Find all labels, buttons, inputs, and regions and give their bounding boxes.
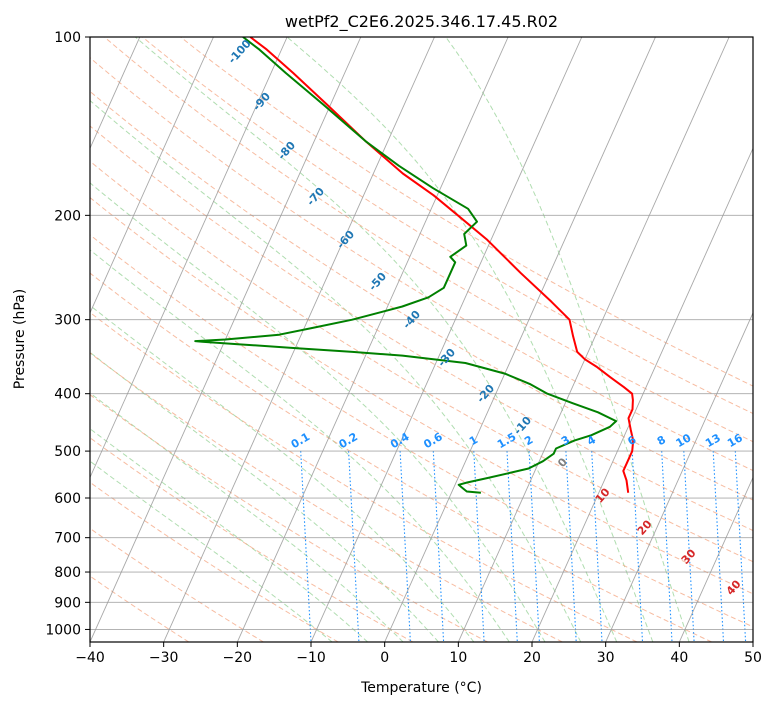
dry-adiabat bbox=[90, 90, 753, 501]
mixing-ratio-line bbox=[432, 451, 445, 642]
moist-adiabat bbox=[90, 249, 510, 642]
moist-adiabat bbox=[445, 37, 690, 642]
dry-adiabat bbox=[90, 160, 753, 563]
y-tick-label: 800 bbox=[54, 565, 81, 581]
mixing-ratio-line bbox=[506, 451, 518, 642]
dry-adiabat bbox=[90, 57, 753, 472]
moist-adiabat bbox=[90, 392, 404, 642]
isotherm-line bbox=[605, 311, 753, 642]
isotherm-line bbox=[678, 476, 753, 642]
isotherm-line bbox=[163, 37, 435, 642]
isotherm-line bbox=[457, 37, 730, 642]
x-tick-label: −30 bbox=[149, 650, 179, 666]
mixing-ratio-lines bbox=[300, 451, 747, 642]
mixing-ratio-line bbox=[734, 451, 747, 642]
y-tick-label: 200 bbox=[54, 208, 81, 224]
dry-adiabat bbox=[90, 196, 753, 595]
isotherm-line bbox=[310, 37, 583, 642]
moist-adiabats bbox=[90, 37, 690, 642]
x-tick-label: −40 bbox=[75, 650, 105, 666]
isotherm-line bbox=[90, 37, 288, 479]
mixing-ratio-line bbox=[661, 451, 673, 642]
x-tick-label: 30 bbox=[597, 650, 615, 666]
x-tick-label: 0 bbox=[380, 650, 389, 666]
moist-adiabat bbox=[90, 428, 369, 642]
dry-adiabat bbox=[179, 37, 753, 387]
mixing-ratio-line bbox=[399, 451, 411, 642]
mixing-ratio-line bbox=[631, 451, 644, 642]
plot-area: -100-90-80-70-60-50-40-30-20-10010203040… bbox=[90, 37, 771, 642]
plot-background bbox=[90, 37, 753, 642]
plot-frame bbox=[89, 36, 754, 643]
x-tick-label: 20 bbox=[523, 650, 541, 666]
y-tick-label: 500 bbox=[54, 444, 81, 460]
dry-adiabat bbox=[90, 437, 414, 642]
moist-adiabat bbox=[90, 460, 333, 642]
y-axis-title: Pressure (hPa) bbox=[12, 289, 28, 389]
profiles bbox=[194, 37, 635, 494]
dry-adiabat bbox=[90, 234, 753, 628]
y-tick-label: 100 bbox=[54, 30, 81, 46]
mixing-ratio-line bbox=[348, 451, 360, 642]
dry-adiabat bbox=[90, 481, 339, 642]
isotherm-line bbox=[531, 147, 753, 642]
mixing-ratio-line bbox=[528, 451, 540, 642]
moist-adiabat bbox=[134, 37, 618, 642]
y-tick-label: 700 bbox=[54, 531, 81, 547]
x-axis: −40 −30 −20 −10 0 10 20 30 40 50 bbox=[75, 642, 762, 666]
isotherm-line bbox=[384, 37, 656, 642]
mixing-ratio-line bbox=[712, 451, 725, 642]
y-tick-label: 900 bbox=[54, 595, 81, 611]
y-axis: 1000 900 800 700 600 500 400 300 200 100 bbox=[45, 30, 90, 638]
mixing-ratio-line bbox=[300, 451, 312, 642]
mixing-ratio-line bbox=[565, 451, 577, 642]
dewpoint-profile bbox=[194, 37, 618, 494]
x-tick-label: 50 bbox=[744, 650, 762, 666]
moist-adiabat bbox=[90, 351, 439, 642]
moist-adiabat bbox=[90, 99, 582, 642]
moist-adiabat bbox=[286, 37, 654, 642]
y-tick-label: 400 bbox=[54, 387, 81, 403]
dry-adiabat bbox=[90, 125, 753, 532]
x-tick-label: −10 bbox=[296, 650, 326, 666]
dry-adiabat bbox=[90, 272, 712, 642]
dry-adiabat bbox=[103, 37, 753, 443]
dry-adiabat bbox=[141, 37, 753, 415]
mixing-ratio-line bbox=[683, 451, 695, 642]
mixing-ratio-line bbox=[473, 451, 485, 642]
x-axis-title: Temperature (°C) bbox=[360, 680, 482, 696]
mixing-ratio-line bbox=[591, 451, 603, 642]
dry-adiabats bbox=[90, 37, 753, 642]
y-tick-label: 300 bbox=[54, 313, 81, 329]
isotherm-line bbox=[90, 37, 141, 150]
moist-adiabat bbox=[90, 182, 546, 642]
temperature-profile bbox=[249, 37, 635, 493]
dry-adiabat bbox=[90, 527, 264, 642]
x-tick-label: 40 bbox=[670, 650, 688, 666]
isobars bbox=[90, 37, 753, 630]
y-tick-label: 600 bbox=[54, 491, 81, 507]
chart-title: wetPf2_C2E6.2025.346.17.45.R02 bbox=[285, 12, 558, 32]
mixing-ratio-label: 20 bbox=[751, 431, 771, 450]
x-tick-label: −20 bbox=[223, 650, 253, 666]
isotherm-line bbox=[90, 37, 214, 314]
x-tick-label: 10 bbox=[449, 650, 467, 666]
isotherm-line bbox=[236, 37, 509, 642]
axes-frame bbox=[89, 36, 754, 643]
y-tick-label: 1000 bbox=[45, 622, 81, 638]
dry-adiabat bbox=[90, 311, 638, 642]
